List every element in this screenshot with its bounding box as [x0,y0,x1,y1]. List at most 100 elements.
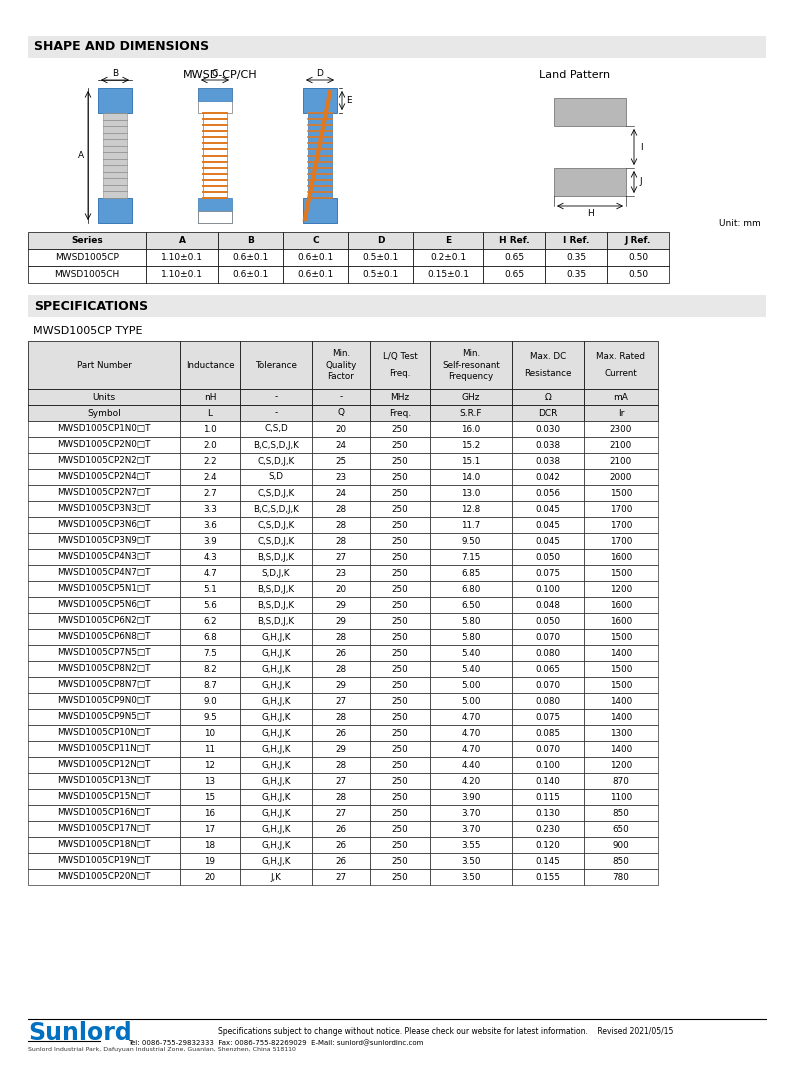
Text: G,H,J,K: G,H,J,K [261,744,291,754]
Bar [180,853,240,869]
Text: MWSD1005CP8N7□T: MWSD1005CP8N7□T [57,681,151,689]
Bar [512,725,584,741]
Bar [584,741,658,757]
Text: 0.15±0.1: 0.15±0.1 [427,270,469,279]
Bar [198,210,232,223]
Bar [413,232,483,249]
Bar [28,741,180,757]
Bar [430,437,512,453]
Bar [240,389,312,405]
Text: C,S,D,J,K: C,S,D,J,K [257,536,295,545]
Bar [430,821,512,837]
Text: 6.50: 6.50 [461,601,480,610]
Bar [283,232,348,249]
Text: SHAPE AND DIMENSIONS: SHAPE AND DIMENSIONS [34,41,209,54]
Text: 0.6±0.1: 0.6±0.1 [233,253,268,262]
Text: E: E [346,96,352,104]
Text: Min.: Min. [332,349,350,358]
Text: 3.70: 3.70 [461,809,480,817]
Text: 0.045: 0.045 [535,504,561,514]
Text: 29: 29 [336,601,346,610]
Text: 2300: 2300 [610,424,632,434]
Bar [430,869,512,885]
Text: 2100: 2100 [610,457,632,465]
Text: 1400: 1400 [610,648,632,657]
Text: Q: Q [337,408,345,418]
Bar [370,869,430,885]
Bar [312,549,370,565]
Bar [28,629,180,645]
Bar [483,232,545,249]
Text: 0.080: 0.080 [535,648,561,657]
Text: G,H,J,K: G,H,J,K [261,760,291,769]
Bar [430,517,512,533]
Text: 0.030: 0.030 [535,424,561,434]
Text: B: B [247,236,254,244]
Text: 4.40: 4.40 [461,760,480,769]
Bar [512,773,584,789]
Bar [312,453,370,468]
Bar [348,266,413,283]
Text: 26: 26 [336,648,346,657]
Text: D: D [376,236,384,244]
Bar [545,249,607,266]
Bar [312,389,370,405]
Text: 1.10±0.1: 1.10±0.1 [161,253,203,262]
Text: 4.70: 4.70 [461,713,480,722]
Bar [312,565,370,581]
Bar [370,661,430,677]
Text: 250: 250 [391,728,408,738]
Bar [98,198,132,223]
Text: 5.6: 5.6 [203,601,217,610]
Bar [370,629,430,645]
Text: 0.070: 0.070 [535,681,561,689]
Bar [370,549,430,565]
Bar [430,421,512,437]
Text: Max. Rated: Max. Rated [596,352,646,362]
Text: Symbol: Symbol [87,408,121,418]
Text: 250: 250 [391,872,408,881]
Text: 3.70: 3.70 [461,825,480,834]
Bar [240,645,312,661]
Bar [240,581,312,597]
Text: 24: 24 [336,440,346,449]
Bar [28,549,180,565]
Text: 0.155: 0.155 [535,872,561,881]
Text: MWSD1005CP4N7□T: MWSD1005CP4N7□T [57,569,151,577]
Bar [28,645,180,661]
Bar [308,113,332,198]
Text: 27: 27 [335,809,346,817]
Text: 8.7: 8.7 [203,681,217,689]
Text: 850: 850 [612,809,630,817]
Bar [28,421,180,437]
Bar [198,88,232,100]
Bar [430,757,512,773]
Bar [312,421,370,437]
Bar [370,837,430,853]
Text: MWSD1005CP2N7□T: MWSD1005CP2N7□T [57,489,151,498]
Text: 11.7: 11.7 [461,520,480,530]
Text: 0.048: 0.048 [535,601,561,610]
Bar [512,437,584,453]
Text: C,S,D,J,K: C,S,D,J,K [257,520,295,530]
Bar [312,773,370,789]
Bar [584,853,658,869]
Text: 0.038: 0.038 [535,457,561,465]
Bar [180,741,240,757]
Bar [430,693,512,709]
Bar [430,853,512,869]
Text: -: - [275,392,278,402]
Bar [180,341,240,389]
Text: 250: 250 [391,648,408,657]
Text: 3.55: 3.55 [461,840,480,850]
Bar [430,533,512,549]
Bar [512,501,584,517]
Text: 250: 250 [391,616,408,626]
Bar [28,389,180,405]
Text: Frequency: Frequency [449,373,494,381]
Text: MWSD1005CP3N9□T: MWSD1005CP3N9□T [57,536,151,545]
Text: 1700: 1700 [610,536,632,545]
Text: 0.100: 0.100 [535,585,561,593]
Text: 250: 250 [391,585,408,593]
Bar [430,389,512,405]
